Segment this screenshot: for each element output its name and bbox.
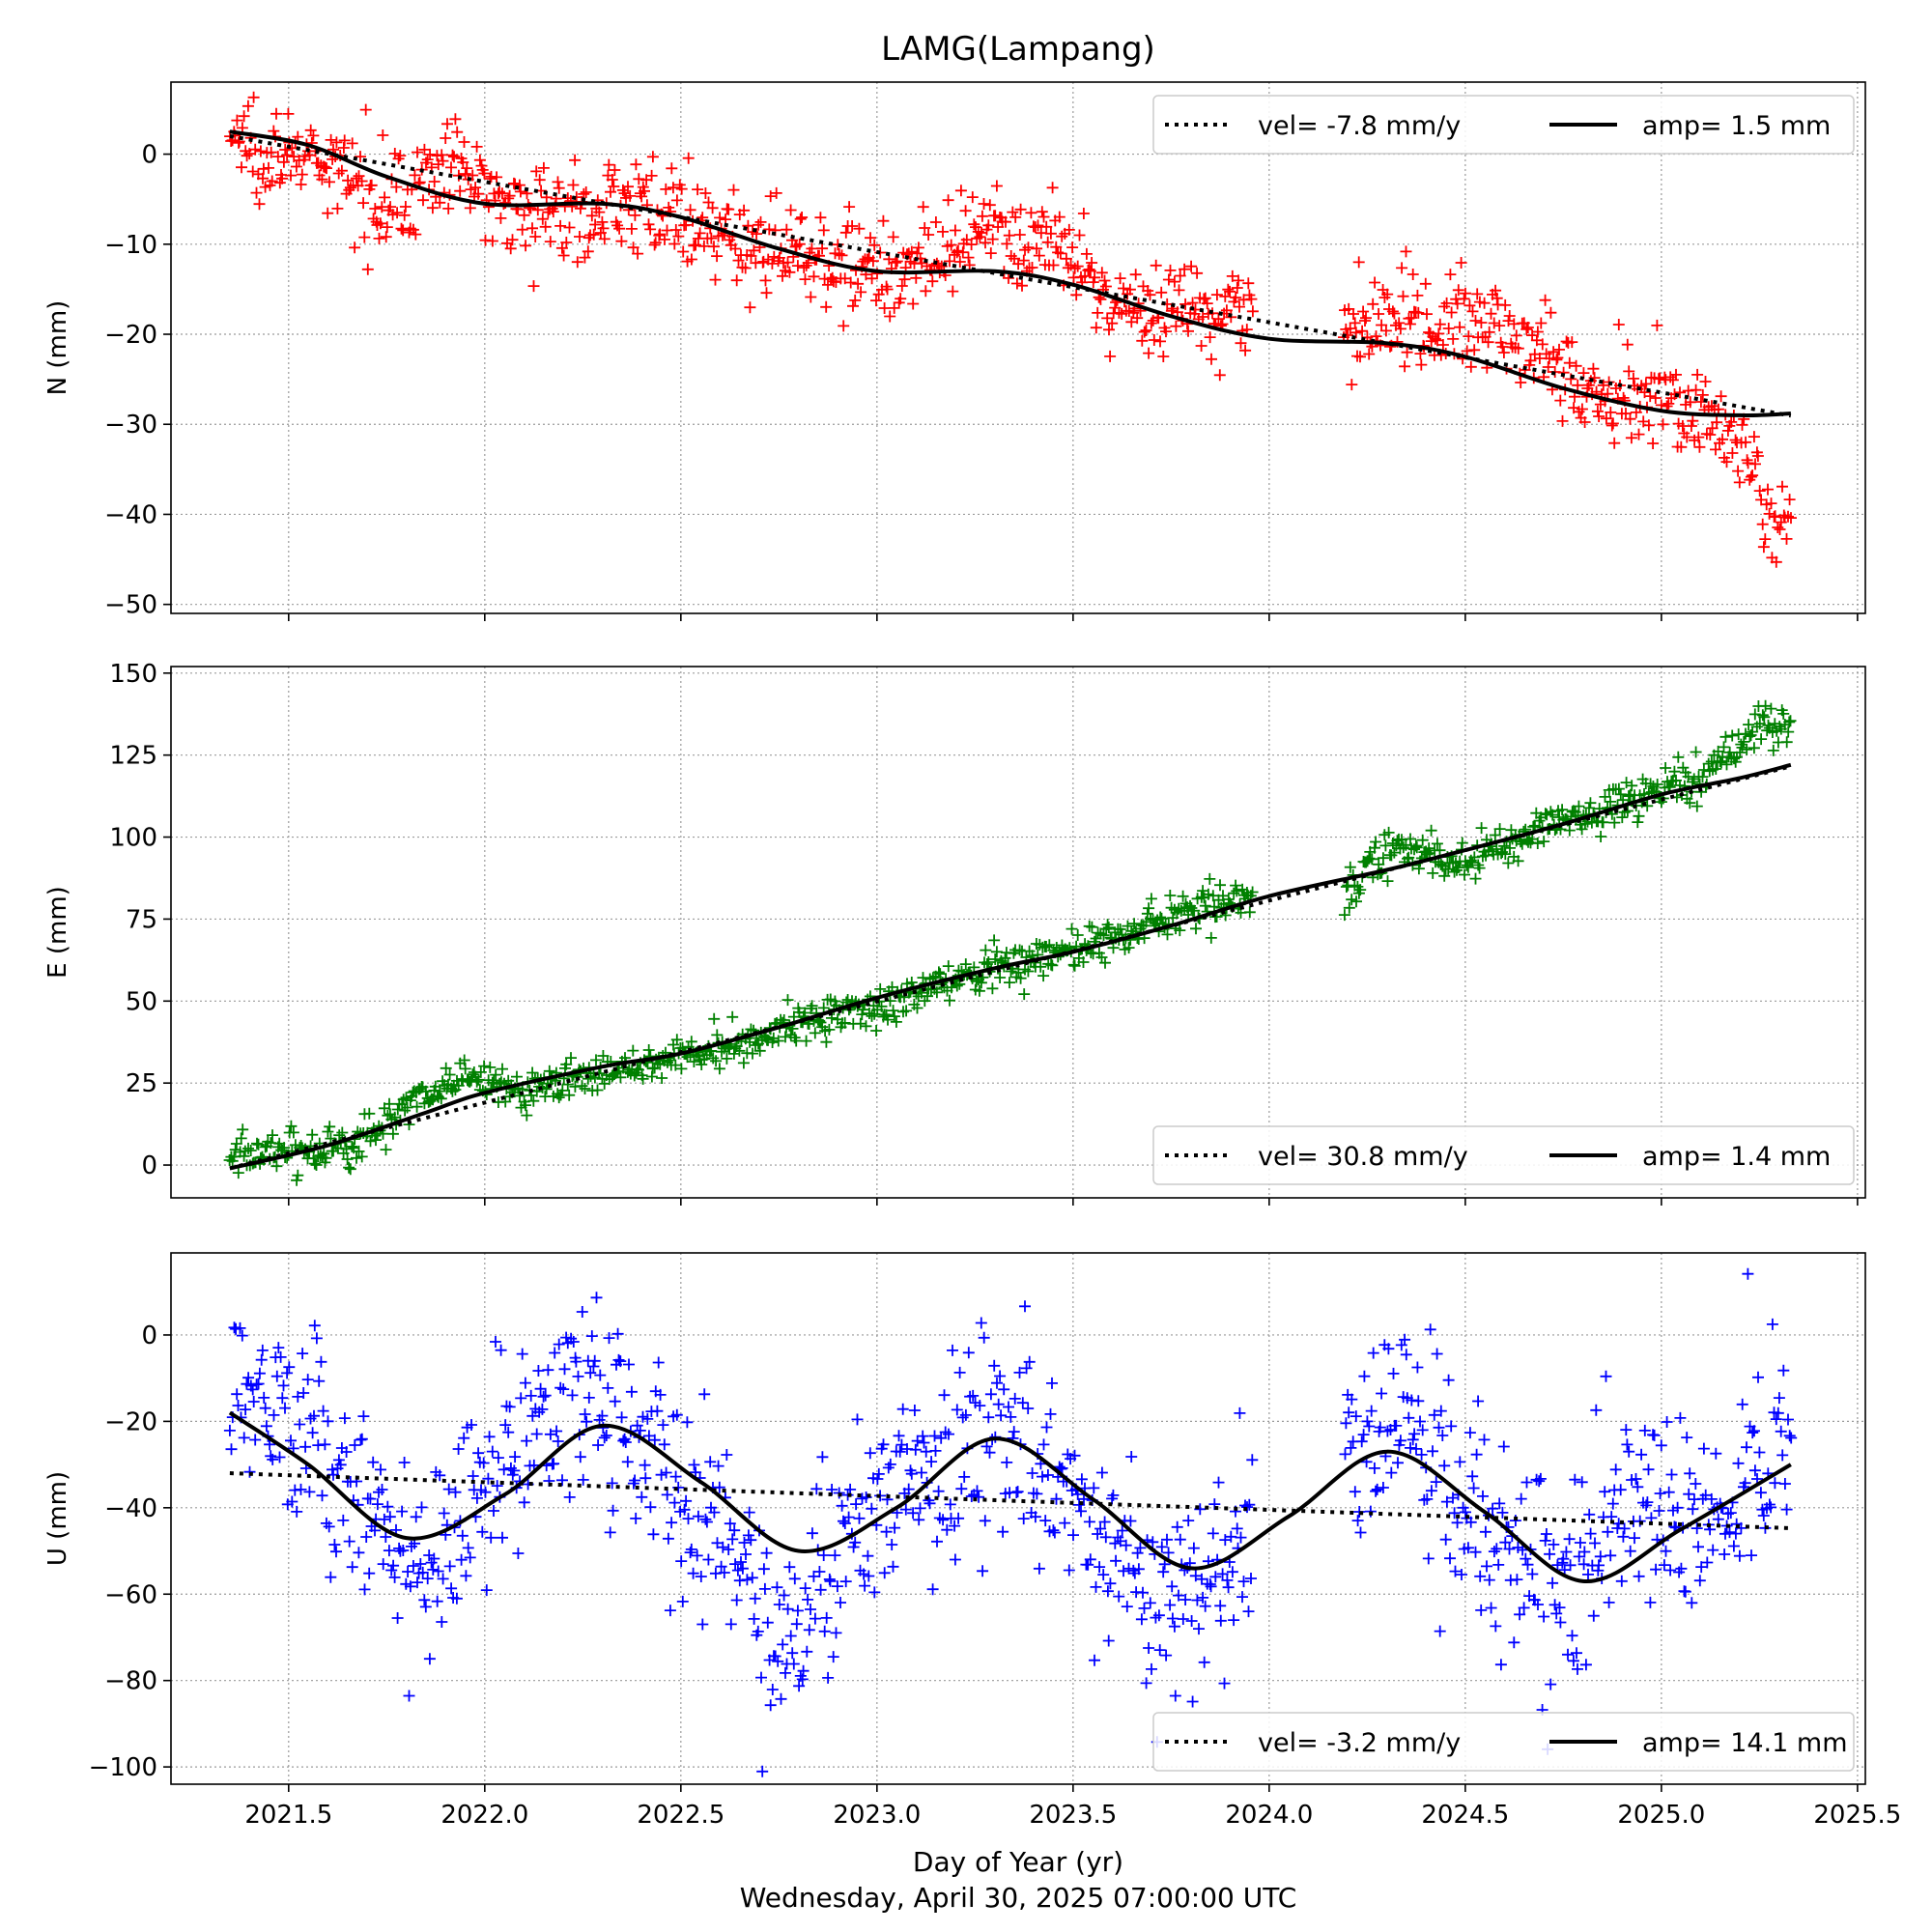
axes-frame [170,666,1866,1199]
x-tick-label: 2022.0 [440,1801,528,1830]
observations-E [223,699,1797,1186]
x-tick-label: 2023.0 [833,1801,921,1830]
panel-N: 0 −10 −20 −30 −40 −50 N (mm) vel= -7.8 mm/y amp=… [43,81,1866,621]
y-tick-label: 0 [141,1321,157,1350]
y-tick-label: 150 [109,660,157,689]
x-tick-label: 2025.0 [1617,1801,1705,1830]
fits-E [229,762,1792,1171]
legend-velocity-label: vel= -7.8 mm/y [1258,111,1461,141]
figure-title: LAMG(Lampang) [881,30,1155,69]
legend-velocity-label: vel= 30.8 mm/y [1258,1142,1468,1172]
y-tick-label: −20 [104,321,157,350]
y-tick-label: −100 [89,1753,157,1782]
legend-box [1152,95,1855,155]
x-tick-label: 2024.5 [1421,1801,1509,1830]
y-tick-label: 125 [109,742,157,771]
seasonal-fit-line [228,1410,1792,1583]
panels: 0 −10 −20 −30 −40 −50 N (mm) vel= -7.8 mm/y amp=… [43,81,1866,1792]
legend-box [1152,1125,1855,1185]
fits-N [229,129,1792,418]
y-tick-label: −80 [104,1667,157,1696]
trend-line [229,133,1792,418]
axes-frame [170,1252,1866,1785]
x-axis-label: Day of Year (yr) [913,1846,1123,1878]
legend-E: vel= 30.8 mm/y amp= 1.4 mm [1152,1125,1855,1185]
y-tick-label: −20 [104,1407,157,1436]
y-axis-label: U (mm) [43,1471,72,1566]
y-tick-label: −10 [104,231,157,260]
y-tick-label: 50 [126,987,157,1016]
y-tick-label: −40 [104,500,157,529]
y-tick-label: −40 [104,1494,157,1523]
legend-box [1152,1712,1855,1772]
legend-velocity-label: vel= -3.2 mm/y [1258,1728,1461,1758]
seasonal-fit-line [229,129,1791,417]
seasonal-fit-line [229,762,1792,1171]
legend-amplitude-label: amp= 1.4 mm [1642,1142,1831,1172]
y-tick-label: −30 [104,411,157,440]
x-tick-label: 2024.0 [1225,1801,1313,1830]
legend-U: vel= -3.2 mm/y amp= 14.1 mm [1152,1712,1855,1772]
x-tick-label: 2021.5 [244,1801,332,1830]
y-tick-label: −50 [104,591,157,620]
legend-N: vel= -7.8 mm/y amp= 1.5 mm [1152,95,1855,155]
observation-markers [223,699,1797,1186]
x-tick-label: 2023.5 [1029,1801,1117,1830]
legend-amplitude-label: amp= 14.1 mm [1642,1728,1848,1758]
y-axis-label: N (mm) [43,300,72,396]
x-tick-label: 2025.5 [1813,1801,1901,1830]
legend-amplitude-label: amp= 1.5 mm [1642,111,1831,141]
y-tick-label: 25 [126,1069,157,1098]
grid-E [171,667,1865,1198]
x-tick-label: 2022.5 [637,1801,724,1830]
footer-timestamp: Wednesday, April 30, 2025 07:00:00 UTC [740,1882,1297,1914]
x-axis-ticks: 2021.5 2022.0 2022.5 2023.0 2023.5 2024.0 2024… [244,1801,1901,1830]
observations-U [223,1267,1798,1777]
y-tick-label: −60 [104,1580,157,1609]
y-tick-label: 0 [141,1151,157,1180]
y-tick-label: 100 [109,824,157,853]
panel-E: 0 25 50 75 100 125 150 E (mm) vel= 30.8 mm/y amp=… [43,660,1866,1206]
y-axis-label: E (mm) [43,886,72,979]
axes-frame [170,81,1866,614]
y-tick-label: 0 [141,141,157,170]
observation-markers [223,1267,1798,1777]
fits-U [228,1410,1792,1583]
y-tick-label: 75 [126,905,157,934]
grid-N [171,82,1865,613]
panel-U: 0 −20 −40 −60 −80 −100 U (mm) vel= -3.2 mm/y amp… [43,1252,1866,1792]
